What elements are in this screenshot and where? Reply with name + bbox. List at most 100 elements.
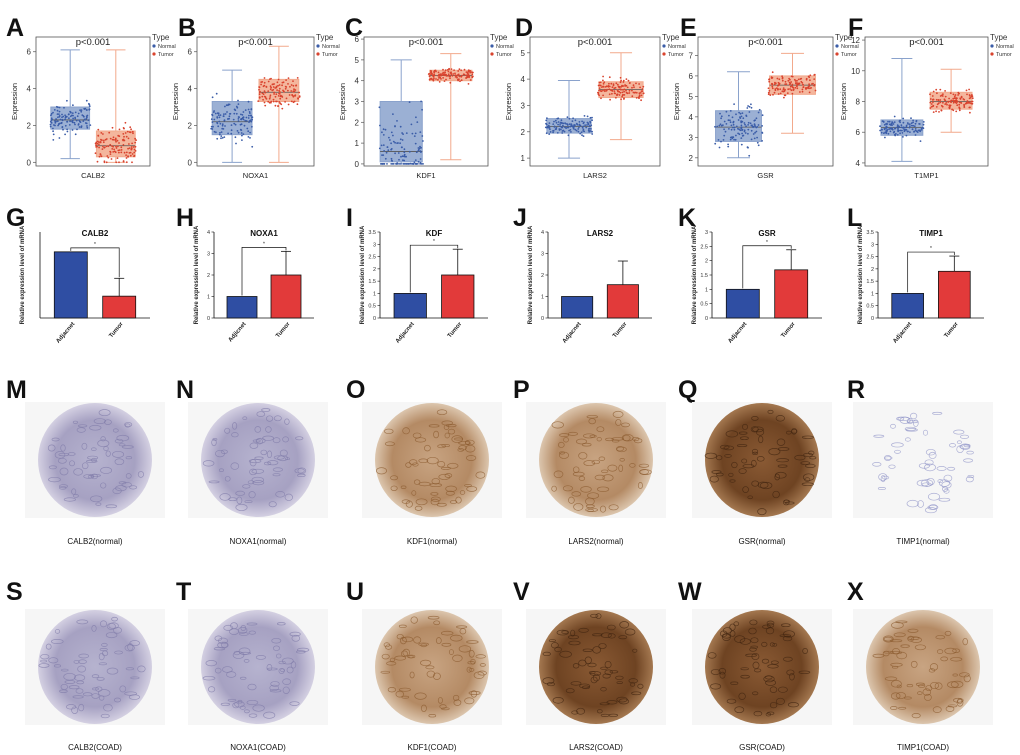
data-point	[918, 123, 921, 125]
gland-texture	[947, 466, 956, 471]
gland-texture	[415, 498, 428, 506]
data-point	[757, 124, 760, 126]
gland-texture	[924, 693, 932, 701]
y-tick-label: 2.5	[700, 244, 708, 250]
data-point	[287, 103, 290, 106]
data-point	[467, 73, 470, 76]
gland-texture	[410, 616, 418, 624]
data-point	[714, 125, 716, 128]
gland-texture	[967, 474, 975, 479]
y-tick-label: 2	[541, 273, 544, 279]
data-point	[127, 147, 129, 150]
data-point	[55, 118, 57, 120]
gland-texture	[889, 651, 903, 655]
data-point	[590, 124, 593, 127]
significance-star: *	[94, 242, 97, 248]
tissue-core	[375, 610, 489, 724]
panel-letter-h: H	[176, 204, 194, 232]
gland-texture	[582, 648, 593, 653]
gland-texture	[114, 458, 125, 466]
data-point	[742, 117, 745, 120]
gland-texture	[90, 495, 103, 503]
gland-texture	[767, 664, 779, 669]
gland-texture	[455, 496, 462, 504]
data-point	[717, 139, 720, 141]
data-point	[778, 78, 781, 81]
data-point	[602, 89, 604, 92]
data-point	[584, 124, 586, 127]
gland-texture	[904, 696, 912, 700]
data-point	[122, 133, 125, 135]
data-point	[611, 89, 614, 91]
gland-texture	[809, 456, 817, 460]
gland-texture	[224, 427, 231, 434]
data-point	[756, 141, 759, 144]
data-point	[632, 84, 635, 87]
data-point	[292, 80, 294, 82]
data-point	[248, 121, 250, 123]
data-point	[406, 163, 408, 165]
data-point	[725, 110, 728, 113]
gland-texture	[445, 490, 455, 496]
data-point	[100, 155, 103, 158]
data-point	[69, 110, 71, 113]
data-point	[774, 89, 777, 92]
gland-texture	[232, 702, 240, 709]
data-point	[642, 92, 645, 95]
data-point	[120, 151, 123, 154]
data-point	[574, 128, 577, 131]
data-point	[578, 126, 580, 129]
significance-bracket	[409, 244, 459, 293]
gland-texture	[775, 415, 785, 422]
gland-texture	[616, 681, 623, 685]
data-point	[267, 100, 270, 103]
data-point	[450, 68, 453, 70]
data-point	[741, 129, 743, 132]
chart-title: TIMP1	[919, 229, 943, 238]
gland-texture	[414, 505, 423, 511]
gland-texture	[394, 655, 407, 661]
data-point	[631, 89, 633, 92]
gland-texture	[906, 684, 914, 688]
gland-texture	[599, 505, 607, 513]
gland-texture	[381, 653, 390, 660]
gland-texture	[872, 653, 885, 658]
data-point	[382, 144, 385, 147]
data-point	[598, 87, 601, 89]
data-point	[971, 102, 974, 105]
gland-texture	[802, 648, 808, 654]
data-point	[958, 103, 961, 106]
data-point	[281, 95, 283, 98]
legend-label-tumor: Tumor	[496, 52, 512, 58]
data-point	[622, 85, 625, 87]
gland-texture	[766, 620, 775, 626]
gland-texture	[758, 435, 764, 444]
data-point	[466, 76, 469, 79]
gland-texture	[389, 657, 395, 663]
gland-texture	[114, 650, 123, 655]
data-point	[590, 127, 592, 130]
legend-marker-normal	[835, 44, 839, 48]
data-point	[279, 97, 282, 100]
data-point	[131, 130, 134, 133]
data-point	[727, 143, 729, 146]
data-point	[546, 125, 549, 128]
x-axis-label: CALB2	[81, 171, 105, 180]
box-tumor	[767, 52, 817, 134]
gland-texture	[456, 625, 468, 629]
data-point	[747, 121, 750, 124]
data-point	[115, 145, 117, 148]
data-point	[897, 127, 899, 130]
gland-texture	[929, 504, 938, 510]
gland-texture	[736, 444, 748, 448]
data-point	[777, 88, 779, 90]
data-point	[127, 143, 130, 145]
data-point	[76, 128, 78, 131]
gland-texture	[112, 487, 122, 495]
y-tick-label: 4	[355, 77, 360, 86]
gland-texture	[435, 637, 442, 645]
legend-label-normal: Normal	[841, 44, 859, 50]
data-point	[118, 151, 120, 154]
legend-label-normal: Normal	[668, 44, 686, 50]
gland-texture	[433, 620, 441, 626]
